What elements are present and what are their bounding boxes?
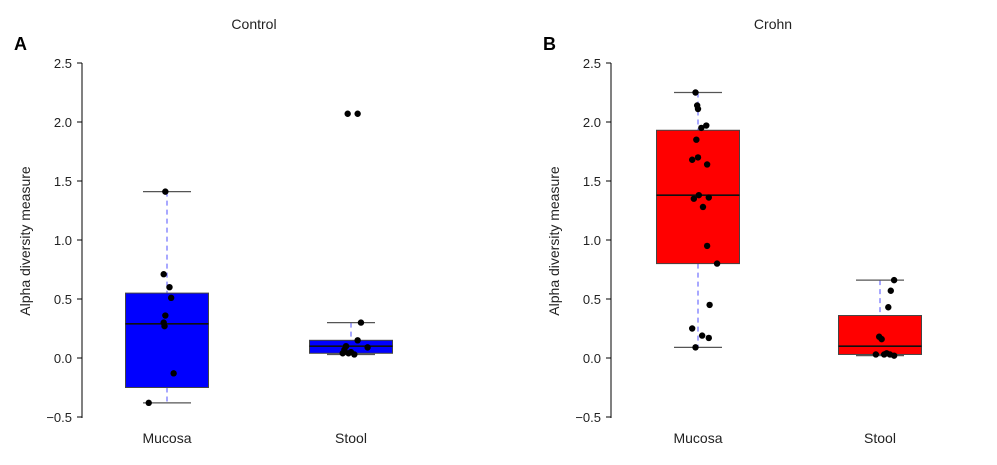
data-point — [692, 89, 699, 96]
chart-title: Control — [231, 16, 276, 32]
category-label-mucosa: Mucosa — [142, 430, 191, 446]
data-point — [162, 188, 169, 195]
y-tick-label: 2.0 — [583, 115, 601, 130]
panel-b: B Crohn Alpha diversity measure −0.5 0.0… — [543, 16, 922, 446]
category-label-mucosa: Mucosa — [673, 430, 722, 446]
data-point — [160, 271, 167, 278]
data-point — [703, 122, 710, 129]
data-point — [703, 161, 711, 168]
data-point — [145, 399, 152, 407]
data-point — [690, 195, 698, 202]
y-tick-label: 1.5 — [54, 174, 72, 189]
panel-label: B — [543, 34, 556, 54]
data-point — [364, 344, 371, 351]
data-point — [886, 351, 894, 358]
data-point — [698, 124, 705, 132]
data-point — [695, 191, 703, 199]
y-tick-label: 1.0 — [583, 233, 601, 248]
data-point — [694, 105, 702, 113]
y-tick-label: 1.0 — [54, 233, 72, 248]
category-label-stool: Stool — [335, 430, 367, 446]
data-point — [161, 322, 168, 330]
y-tick-label: 0.0 — [583, 351, 601, 366]
panel-label: A — [14, 34, 27, 54]
y-tick-label: 0.0 — [54, 351, 72, 366]
data-point — [344, 110, 351, 117]
y-tick-label: 0.5 — [583, 292, 601, 307]
data-point — [347, 348, 355, 356]
data-point — [705, 194, 712, 201]
y-axis-label: Alpha diversity measure — [546, 166, 562, 316]
data-point — [713, 260, 721, 267]
data-point — [339, 350, 346, 357]
data-point — [357, 319, 365, 326]
data-point — [692, 344, 699, 351]
data-point — [703, 242, 711, 250]
y-tick-label: −0.5 — [575, 410, 601, 425]
plot-marks — [606, 62, 922, 418]
category-label-stool: Stool — [864, 430, 896, 446]
data-point — [705, 334, 712, 342]
y-tick-label: 0.5 — [54, 292, 72, 307]
y-tick-label: 2.0 — [54, 115, 72, 130]
data-point — [887, 287, 894, 294]
y-tick-label: 2.5 — [54, 56, 72, 71]
x-categories: Mucosa Stool — [142, 430, 366, 446]
data-point — [688, 156, 696, 163]
y-tick-label: −0.5 — [46, 410, 72, 425]
data-point — [872, 351, 880, 358]
data-point — [170, 370, 177, 377]
data-point — [688, 325, 696, 332]
data-point — [167, 294, 175, 302]
data-point — [698, 332, 706, 339]
data-point — [693, 136, 700, 143]
data-point — [699, 203, 707, 211]
y-axis-label: Alpha diversity measure — [17, 166, 33, 316]
data-point — [694, 154, 702, 161]
data-point — [878, 335, 885, 343]
y-ticks: −0.5 0.0 0.5 1.0 1.5 2.0 2.5 — [575, 56, 601, 425]
y-tick-label: 1.5 — [583, 174, 601, 189]
data-point — [885, 304, 892, 311]
chart-title: Crohn — [754, 16, 792, 32]
data-point — [354, 337, 361, 344]
data-point — [706, 301, 713, 309]
y-ticks: −0.5 0.0 0.5 1.0 1.5 2.0 2.5 — [46, 56, 72, 425]
box — [125, 292, 209, 389]
data-point — [166, 284, 173, 291]
y-tick-label: 2.5 — [583, 56, 601, 71]
panel-a: A Control Alpha diversity measure −0.5 0… — [14, 16, 393, 446]
x-categories: Mucosa Stool — [673, 430, 895, 446]
data-point — [162, 312, 169, 319]
plot-marks — [77, 62, 393, 418]
data-point — [890, 276, 898, 284]
data-point — [354, 110, 361, 117]
